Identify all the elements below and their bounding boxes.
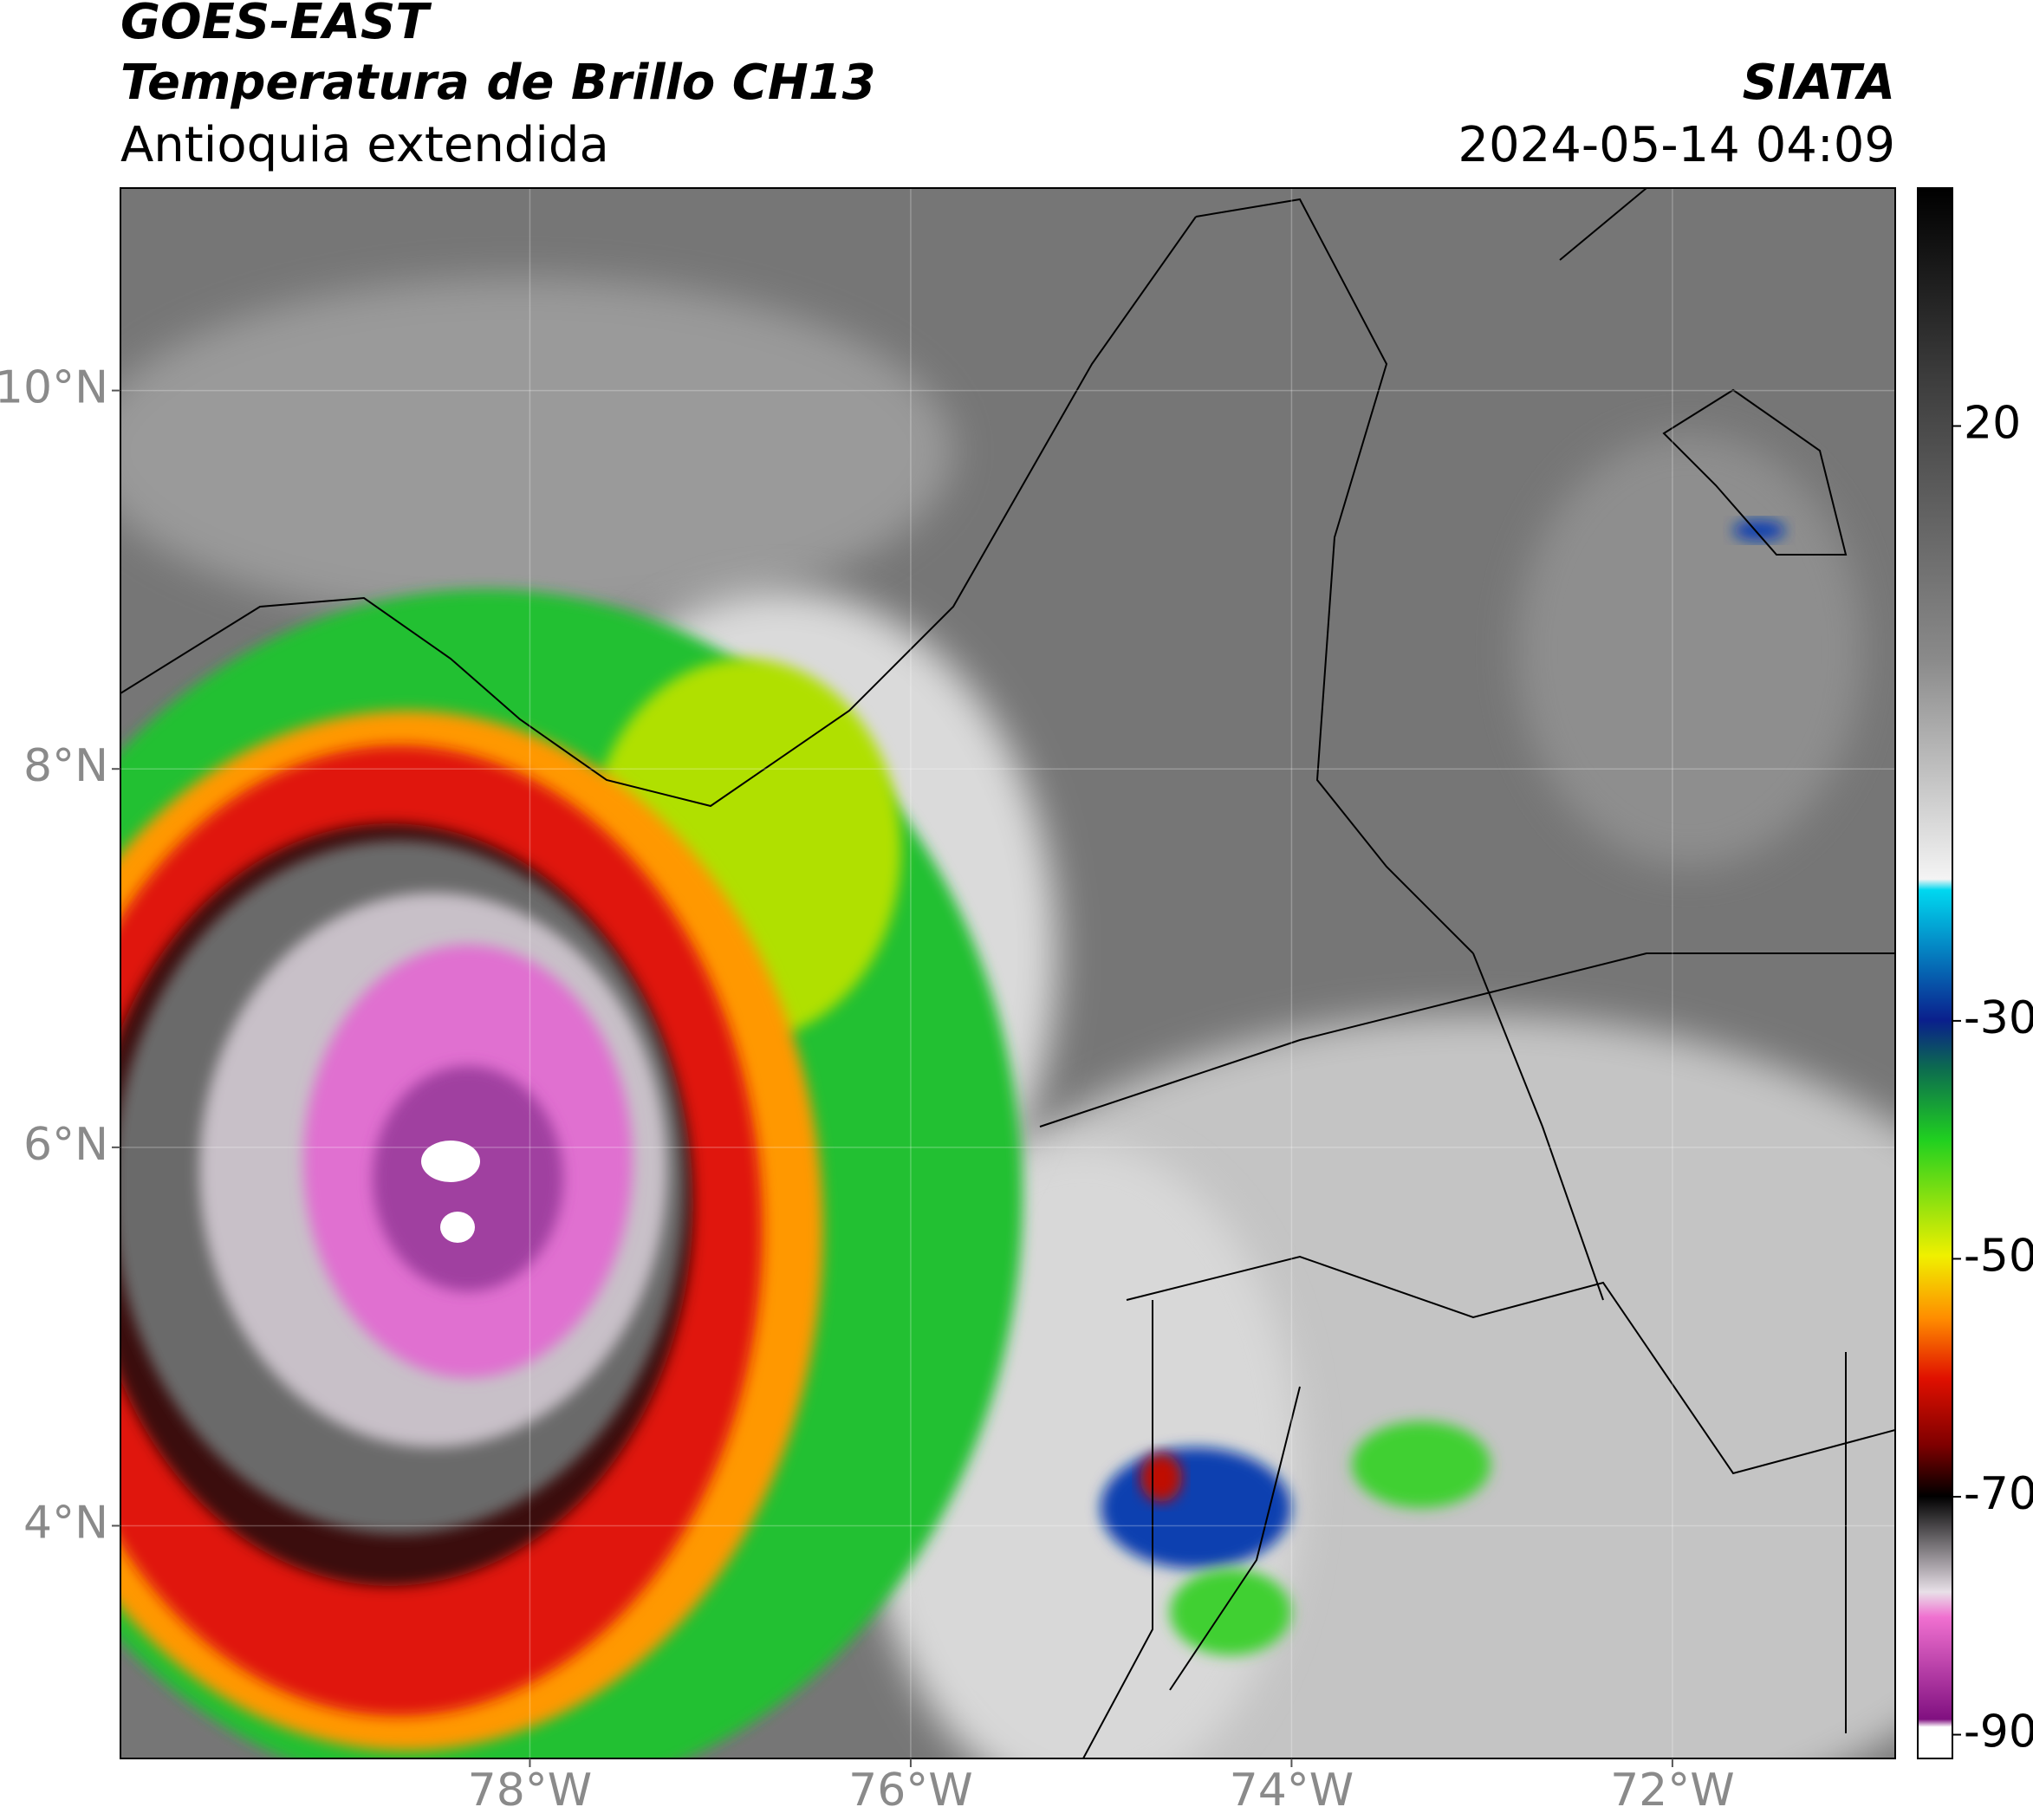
timestamp: 2024-05-14 04:09 xyxy=(1458,117,1895,173)
title: GOES-EAST xyxy=(120,0,432,50)
lat-tick-label: 8°N xyxy=(23,740,108,792)
colorbar-tick-label: -70 xyxy=(1964,1468,2033,1520)
lon-tick-label: 72°W xyxy=(1610,1765,1735,1817)
colorbar-tick-label: -90 xyxy=(1964,1706,2033,1758)
colorbar xyxy=(1917,187,1953,1759)
colorbar-tick-label: -30 xyxy=(1964,992,2033,1044)
graticule xyxy=(120,188,1895,1758)
lon-tick-label: 74°W xyxy=(1230,1765,1354,1817)
region: Antioquia extendida xyxy=(120,117,609,173)
source: SIATA xyxy=(1743,55,1895,111)
satellite-image xyxy=(120,188,1895,1758)
lon-tick-label: 78°W xyxy=(468,1765,593,1817)
lat-tick-label: 4°N xyxy=(23,1497,108,1549)
map-frame xyxy=(120,187,1896,1759)
colorbar-tick-label: 20 xyxy=(1964,398,2021,450)
lon-tick-label: 76°W xyxy=(848,1765,973,1817)
lat-tick-label: 10°N xyxy=(0,362,108,414)
subtitle: Temperatura de Brillo CH13 xyxy=(120,55,876,111)
lat-tick-label: 6°N xyxy=(23,1119,108,1171)
colorbar-tick-label: -50 xyxy=(1964,1230,2033,1282)
